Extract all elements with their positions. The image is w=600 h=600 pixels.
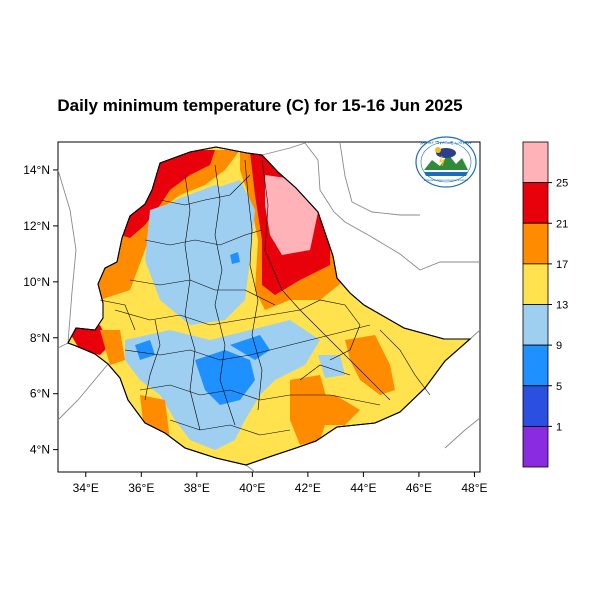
legend-label: 17 [556,259,568,271]
legend-swatch [522,304,549,346]
x-tick-label: 36°E [128,481,154,495]
x-axis: 34°E 36°E 38°E 40°E 42°E 44°E 46°E 48°E [73,472,488,495]
ethiopia-outline [67,146,472,466]
legend-label: 1 [556,421,562,433]
x-tick-label: 48°E [461,481,487,495]
chart-title: Daily minimum temperature (C) for 15-16 … [57,96,463,115]
y-tick-label: 14°N [23,163,50,177]
y-tick-label: 10°N [23,275,50,289]
legend-swatch [522,263,549,305]
y-tick-label: 4°N [30,443,50,457]
logo-text-bottom: Ethiopian Meteorological Institute [424,178,469,182]
color-legend: 25 21 17 13 9 5 1 [522,141,568,468]
x-tick-label: 46°E [406,481,432,495]
legend-swatch [522,425,549,468]
y-tick-label: 12°N [23,219,50,233]
legend-swatch [522,141,549,184]
legend-swatch [522,385,549,427]
legend-label: 9 [556,340,562,352]
x-tick-label: 34°E [73,481,99,495]
legend-label: 25 [556,178,568,190]
neighbour-borders [57,142,481,473]
ethiopian-meteorological-institute-logo: ኢትዮጵያ ሜቲዎሮሎጂ ኢንስቲትዩት Ethiopian Meteorolo… [415,136,477,188]
y-axis: 14°N 12°N 10°N 8°N 6°N 4°N [23,163,58,457]
logo-text-top: ኢትዮጵያ ሜቲዎሮሎጂ ኢንስቲትዩት [420,140,472,145]
legend-swatch [522,182,549,224]
x-tick-label: 38°E [184,481,210,495]
x-tick-label: 40°E [239,481,265,495]
x-tick-label: 44°E [350,481,376,495]
legend-swatch [522,222,549,265]
legend-swatch [522,344,549,387]
y-tick-label: 8°N [30,331,50,345]
admin-boundaries [99,159,431,436]
x-tick-label: 42°E [295,481,321,495]
y-tick-label: 6°N [30,387,50,401]
legend-label: 13 [556,300,568,312]
legend-label: 21 [556,218,568,230]
legend-label: 5 [556,381,562,393]
